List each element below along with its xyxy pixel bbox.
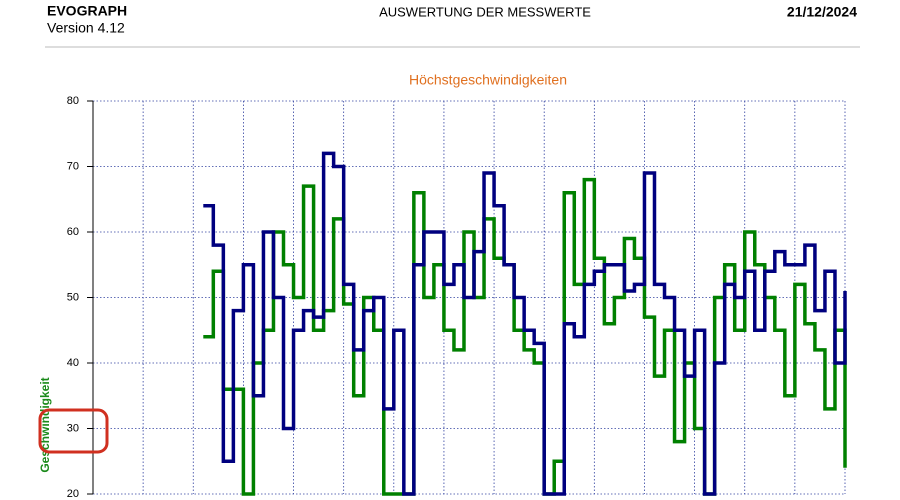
y-tick-label: 40	[67, 357, 79, 369]
report-title: AUSWERTUNG DER MESSWERTE	[379, 4, 591, 19]
series-line	[203, 151, 847, 496]
report-date: 21/12/2024	[787, 4, 857, 20]
y-tick-label: 60	[67, 226, 79, 238]
chart-title: Höchstgeschwindigkeiten	[409, 72, 567, 88]
app-version: Version 4.12	[47, 20, 125, 36]
app-name: EVOGRAPH	[47, 3, 127, 19]
plot: 20 30 40 50 60 70 80	[67, 95, 847, 500]
y-tick-label: 70	[67, 160, 79, 172]
y-tick-label: 80	[67, 95, 79, 107]
y-tick-label: 30	[67, 422, 79, 434]
y-tick-label: 50	[67, 291, 79, 303]
y-tick-label: 20	[67, 488, 79, 500]
highlight	[38, 408, 109, 454]
series-line	[203, 177, 847, 496]
